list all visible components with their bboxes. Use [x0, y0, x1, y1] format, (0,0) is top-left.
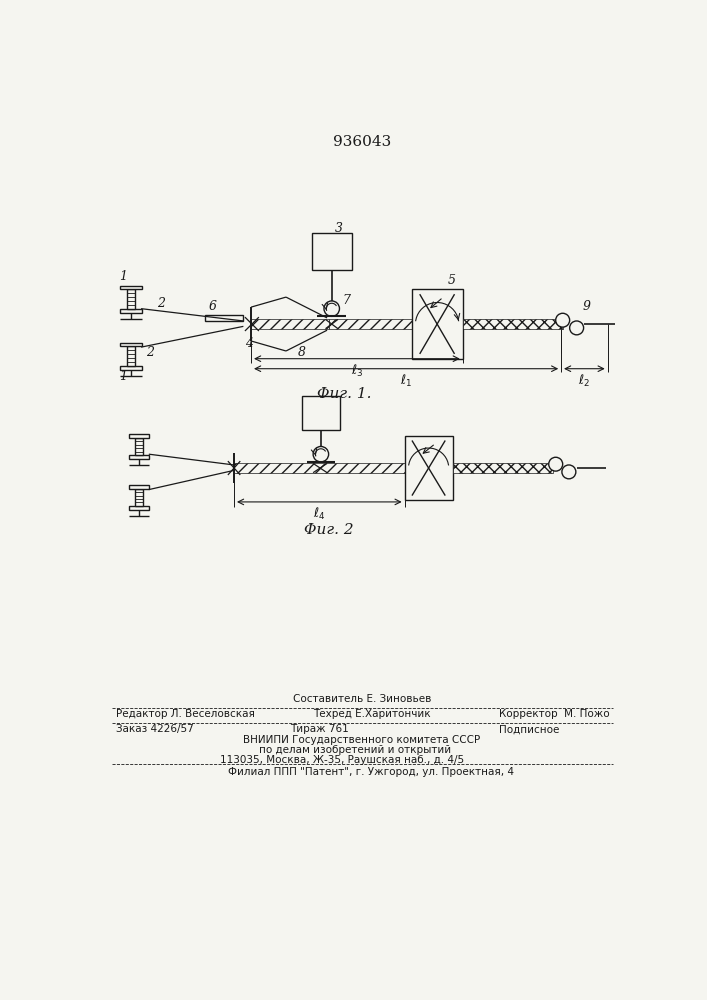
Text: $\ell_4$: $\ell_4$: [313, 506, 325, 522]
Bar: [135, 489, 143, 506]
Text: ВНИИПИ Государственного комитета СССР: ВНИИПИ Государственного комитета СССР: [243, 735, 481, 745]
Bar: [412, 289, 462, 359]
Text: 7: 7: [343, 294, 351, 307]
Text: 2: 2: [156, 297, 165, 310]
Circle shape: [562, 465, 575, 479]
Circle shape: [556, 313, 570, 327]
Bar: [404, 436, 452, 500]
Bar: [251, 319, 329, 329]
Bar: [120, 286, 142, 289]
Text: 8: 8: [298, 346, 305, 359]
Text: Корректор  М. Пожо: Корректор М. Пожо: [499, 709, 609, 719]
Text: Техред Е.Харитончик: Техред Е.Харитончик: [313, 709, 431, 719]
Bar: [127, 346, 135, 366]
Text: Заказ 4226/57: Заказ 4226/57: [115, 724, 193, 734]
Text: $\ell_3$: $\ell_3$: [351, 363, 363, 379]
Text: 2: 2: [146, 346, 155, 359]
Text: Φиг. 1.: Φиг. 1.: [317, 387, 371, 401]
Text: Составитель Е. Зиновьев: Составитель Е. Зиновьев: [293, 694, 431, 704]
Text: 1: 1: [119, 370, 127, 383]
Bar: [120, 366, 142, 370]
Text: 4: 4: [245, 337, 253, 350]
Text: 3: 3: [335, 222, 343, 235]
Bar: [127, 289, 135, 309]
Text: Филиал ППП "Патент", г. Ужгород, ул. Проектная, 4: Филиал ППП "Патент", г. Ужгород, ул. Про…: [228, 767, 514, 777]
Bar: [234, 463, 404, 473]
Text: Φиг. 2: Φиг. 2: [304, 523, 354, 537]
Bar: [135, 438, 143, 455]
Text: Редактор Л. Веселовская: Редактор Л. Веселовская: [115, 709, 255, 719]
Text: $\ell_2$: $\ell_2$: [578, 373, 590, 389]
Text: 113035, Москва, Ж-35, Раушская наб., д. 4/5: 113035, Москва, Ж-35, Раушская наб., д. …: [220, 755, 464, 765]
Circle shape: [324, 301, 339, 316]
Text: 6: 6: [209, 300, 216, 313]
Text: Подписное: Подписное: [499, 724, 559, 734]
Text: по делам изобретений и открытий: по делам изобретений и открытий: [259, 745, 451, 755]
Circle shape: [313, 446, 329, 462]
Bar: [312, 233, 352, 270]
Bar: [120, 343, 142, 346]
Bar: [129, 455, 149, 459]
Bar: [329, 319, 421, 329]
Text: 1: 1: [119, 270, 127, 283]
Bar: [129, 485, 149, 489]
Text: $\ell_1$: $\ell_1$: [400, 373, 412, 389]
Bar: [129, 434, 149, 438]
Circle shape: [549, 457, 563, 471]
Bar: [452, 463, 554, 473]
Circle shape: [570, 321, 583, 335]
Text: Тираж 761: Тираж 761: [290, 724, 349, 734]
Text: 936043: 936043: [333, 135, 391, 149]
Text: 9: 9: [583, 300, 591, 313]
Bar: [129, 506, 149, 510]
Bar: [204, 315, 243, 321]
Bar: [301, 396, 340, 430]
Text: 5: 5: [448, 274, 456, 287]
Bar: [462, 319, 563, 329]
Bar: [120, 309, 142, 313]
